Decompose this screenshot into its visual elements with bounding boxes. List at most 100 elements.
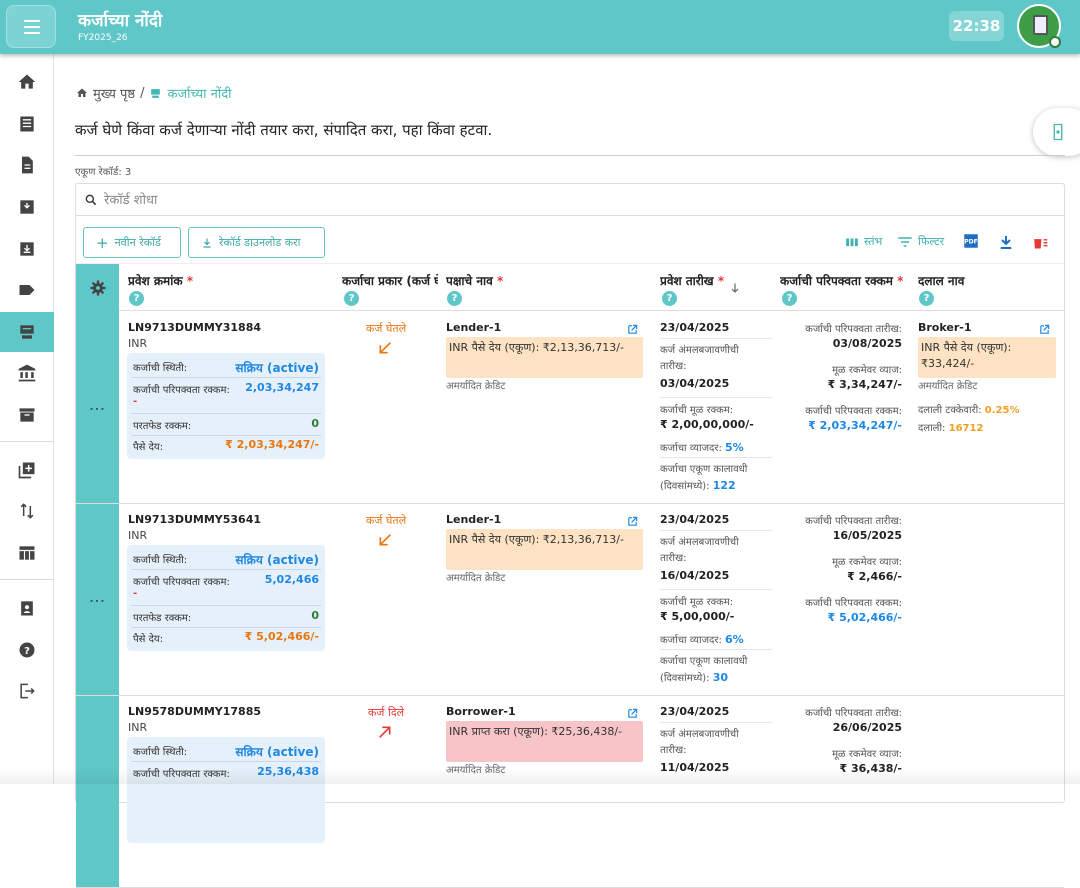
user-avatar-icon[interactable] xyxy=(1017,4,1061,48)
open-in-new-icon[interactable] xyxy=(627,324,638,335)
download-icon xyxy=(203,238,211,248)
sort-arrow-down-icon[interactable] xyxy=(729,282,741,294)
col-broker-name[interactable]: दलाल नाव xyxy=(918,274,965,288)
rate-label: कर्जाचा व्याजदर: 5% xyxy=(660,441,744,454)
open-in-new-icon[interactable] xyxy=(1039,324,1050,335)
unlimited-credit: अमर्यादित क्रेडिट xyxy=(918,381,978,392)
col-loan-type[interactable]: कर्जाचा प्रकार (कर्ज घे xyxy=(342,274,438,288)
list-icon[interactable] xyxy=(0,104,54,144)
negative-marker: - xyxy=(133,588,138,599)
party-name[interactable]: Lender-1 xyxy=(446,513,502,526)
maturity-date: 26/06/2025 xyxy=(832,721,902,734)
maturity-date-label: कर्जाची परिपक्वता तारीख: xyxy=(805,516,902,527)
maturity-date: 16/05/2025 xyxy=(832,529,902,542)
breadcrumb-separator: / xyxy=(140,85,145,101)
home-icon[interactable] xyxy=(76,87,88,99)
download-records-button[interactable]: रेकॉर्ड डाउनलोड करा xyxy=(188,227,325,258)
label-icon[interactable] xyxy=(0,270,54,310)
loan-entries-icon[interactable] xyxy=(0,312,54,352)
payable-label: पैसे देय: xyxy=(133,634,164,645)
search-input[interactable] xyxy=(104,189,704,211)
menu-icon[interactable] xyxy=(6,5,56,48)
search-bar xyxy=(76,184,1064,216)
negative-marker: - xyxy=(133,396,138,407)
help-icon[interactable]: ? xyxy=(0,630,54,670)
assignment-ind-icon[interactable] xyxy=(0,588,54,628)
arrow-down-left-icon xyxy=(379,342,391,354)
inbox-in-icon[interactable] xyxy=(0,187,54,227)
columns-label: स्तंभ xyxy=(864,235,883,248)
maturity-total: ₹ 5,02,466/- xyxy=(827,611,902,624)
repaid-label: परतफेड रक्कम: xyxy=(133,613,192,624)
help-icon[interactable]: ? xyxy=(344,291,359,306)
new-record-button[interactable]: + नवीन रेकॉर्ड xyxy=(83,227,181,258)
maturity-amount-value: 2,03,34,247 xyxy=(245,381,319,394)
payable-label: पैसे देय: xyxy=(133,442,164,453)
filter-button[interactable]: फिल्टर xyxy=(897,234,944,249)
open-in-new-icon[interactable] xyxy=(627,516,638,527)
brokerage: दलाली: 16712 xyxy=(918,423,984,434)
principal-label: कर्जाची मूळ रक्कम: xyxy=(660,405,734,416)
arrow-up-right-icon xyxy=(379,726,391,738)
open-in-new-icon[interactable] xyxy=(627,708,638,719)
row-menu-icon[interactable]: ⋮ xyxy=(76,504,119,695)
col-party-name[interactable]: पक्षाचे नाव * xyxy=(446,274,504,288)
table-icon[interactable] xyxy=(0,533,54,573)
bank-icon[interactable] xyxy=(0,353,54,393)
document-icon[interactable] xyxy=(0,145,54,185)
effective-date: 16/04/2025 xyxy=(660,569,730,582)
top-app-bar: कर्जाच्या नोंदी FY2025_26 22:38 xyxy=(0,0,1080,54)
unlimited-credit: अमर्यादित क्रेडिट xyxy=(446,762,505,776)
col-maturity-amount[interactable]: कर्जाची परिपक्वता रक्कम * xyxy=(780,274,904,288)
delete-all-icon[interactable] xyxy=(1031,234,1049,250)
filter-label: फिल्टर xyxy=(918,235,945,248)
table-row[interactable]: ⋮ LN9713DUMMY53641 INR कर्जाची स्थिती: स… xyxy=(76,504,1064,696)
add-box-icon[interactable] xyxy=(0,450,54,490)
col-entry-date[interactable]: प्रवेश तारीख * xyxy=(660,274,725,288)
row-menu-icon[interactable] xyxy=(76,696,119,887)
table-row[interactable]: LN9578DUMMY17885 INR कर्जाची स्थिती: सक्… xyxy=(76,696,1064,888)
status-label: कर्जाची स्थिती: xyxy=(133,747,188,758)
payable-value: ₹ 2,03,34,247/- xyxy=(225,438,319,451)
download-box-icon[interactable] xyxy=(0,229,54,269)
table-row[interactable]: ⋮ LN9713DUMMY31884 INR कर्जाची स्थिती: स… xyxy=(76,312,1064,504)
breadcrumb-home[interactable]: मुख्य पृष्ठ xyxy=(93,87,136,102)
row-menu-icon[interactable]: ⋮ xyxy=(76,312,119,503)
download-icon[interactable] xyxy=(998,234,1014,250)
columns-button[interactable]: स्तंभ xyxy=(845,234,882,249)
loan-entries-icon xyxy=(151,88,161,98)
logout-icon[interactable] xyxy=(0,671,54,711)
status-label: कर्जाची स्थिती: xyxy=(133,555,188,566)
help-icon[interactable]: ? xyxy=(919,291,934,306)
help-icon[interactable]: ? xyxy=(662,291,677,306)
rate-label: कर्जाचा व्याजदर: 6% xyxy=(660,633,744,646)
status-box: कर्जाची स्थिती: सक्रिय (active) कर्जाची … xyxy=(127,353,325,459)
filter-icon xyxy=(898,236,912,247)
broker-name[interactable]: Broker-1 xyxy=(918,321,972,334)
new-record-label: नवीन रेकॉर्ड xyxy=(114,236,161,249)
loan-type: कर्ज घेतले xyxy=(365,322,407,335)
party-name[interactable]: Lender-1 xyxy=(446,321,502,334)
maturity-date-label: कर्जाची परिपक्वता तारीख: xyxy=(805,324,902,335)
settings-gear-icon[interactable] xyxy=(76,264,119,312)
table-header: प्रवेश क्रमांक * ? कर्जाचा प्रकार (कर्ज … xyxy=(76,263,1064,312)
col-entry-no[interactable]: प्रवेश क्रमांक * xyxy=(128,274,194,288)
interest-value: ₹ 3,34,247/- xyxy=(827,378,902,391)
breadcrumb: मुख्य पृष्ठ / कर्जाच्या नोंदी xyxy=(76,84,232,102)
home-icon[interactable] xyxy=(0,62,54,102)
loan-type: कर्ज घेतले xyxy=(365,514,407,527)
archive-icon[interactable] xyxy=(0,395,54,435)
help-icon[interactable]: ? xyxy=(447,291,462,306)
pdf-icon[interactable]: PDF xyxy=(962,232,980,250)
plus-icon: + xyxy=(96,233,109,252)
party-name[interactable]: Borrower-1 xyxy=(446,705,516,718)
maturity-total-label: कर्जाची परिपक्वता रक्कम: xyxy=(805,406,902,417)
financial-year: FY2025_26 xyxy=(78,33,128,43)
principal-value: ₹ 2,00,00,000/- xyxy=(660,418,754,431)
interest-label: मूळ रकमेवर व्याज: xyxy=(832,557,902,568)
floating-action-button[interactable] xyxy=(1033,108,1080,156)
status-box: कर्जाची स्थिती: सक्रिय (active) कर्जाची … xyxy=(127,737,325,843)
help-icon[interactable]: ? xyxy=(782,291,797,306)
swap-vert-icon[interactable] xyxy=(0,491,54,531)
help-icon[interactable]: ? xyxy=(129,291,144,306)
